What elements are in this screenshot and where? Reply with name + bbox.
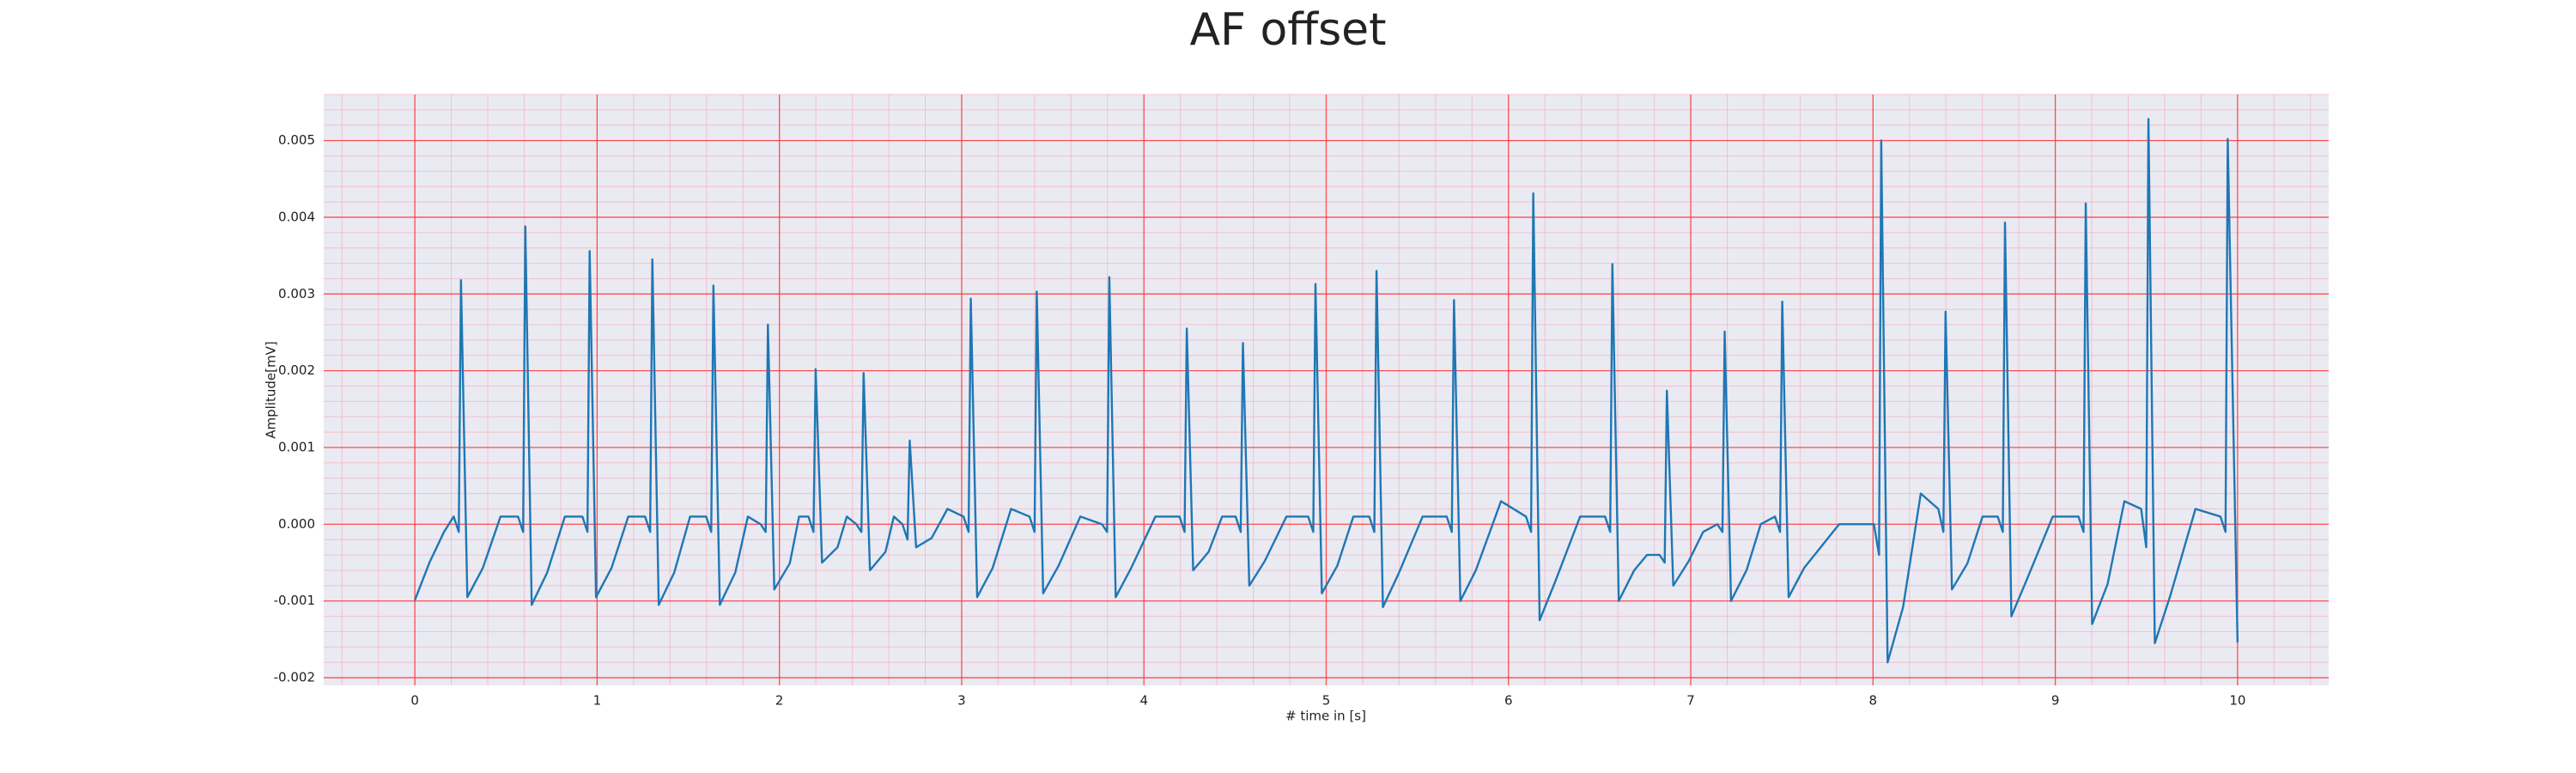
x-tick-label: 9 bbox=[2051, 693, 2060, 709]
y-tick-label: -0.001 bbox=[274, 593, 315, 608]
x-tick-label: 4 bbox=[1139, 693, 1148, 709]
y-axis-label: Amplitude[mV] bbox=[264, 341, 279, 438]
marks bbox=[414, 118, 2239, 664]
x-tick-label: 1 bbox=[593, 693, 602, 709]
x-tick-label: 10 bbox=[2229, 693, 2245, 709]
y-tick-label: 0.000 bbox=[278, 516, 315, 532]
y-tick-label: 0.002 bbox=[278, 362, 315, 378]
y-tick-label: 0.001 bbox=[278, 440, 315, 455]
x-tick-label: 5 bbox=[1322, 693, 1331, 709]
chart-title: AF offset bbox=[1189, 4, 1386, 56]
x-tick-label: 0 bbox=[410, 693, 419, 709]
y-tick-label: 0.003 bbox=[278, 286, 315, 301]
y-tick-label: 0.004 bbox=[278, 209, 315, 224]
signal-line bbox=[414, 118, 2239, 664]
x-tick-label: 6 bbox=[1504, 693, 1513, 709]
x-tick-label: 7 bbox=[1686, 693, 1695, 709]
x-tick-label: 3 bbox=[957, 693, 966, 709]
x-tick-label: 2 bbox=[775, 693, 784, 709]
y-tick-label: -0.002 bbox=[274, 670, 315, 685]
y-tick-label: 0.005 bbox=[278, 132, 315, 148]
x-tick-label: 8 bbox=[1869, 693, 1878, 709]
x-axis-label: # time in [s] bbox=[1285, 709, 1366, 724]
